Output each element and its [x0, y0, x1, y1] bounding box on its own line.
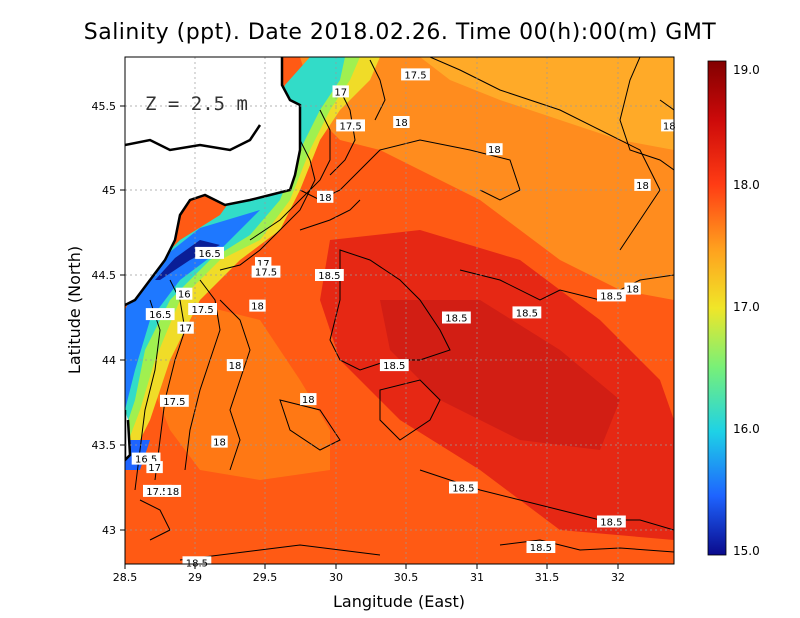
contour-label-box	[336, 119, 365, 132]
contour-label-box	[300, 393, 317, 406]
contour-label-box	[226, 359, 244, 372]
contour-label-box	[177, 321, 194, 334]
contour-label: 18	[319, 193, 332, 204]
contour-label-box	[249, 299, 266, 312]
colorbar-tick: 16.0	[733, 422, 760, 436]
colorbar-tick: 17.0	[733, 300, 760, 314]
contour-label-box	[624, 282, 641, 295]
contour-label-box	[332, 85, 349, 98]
contour-label: 18.5	[600, 518, 622, 529]
contour-label-box	[195, 246, 224, 259]
contour-label: 16.5	[198, 249, 220, 260]
contour-label-box	[176, 287, 193, 300]
contour-label-box	[145, 308, 175, 321]
depth-label: Z = 2.5 m	[145, 93, 248, 115]
colorbar-tick: 18.0	[733, 178, 760, 192]
contour-label-box	[401, 68, 430, 81]
contour-label-box	[251, 265, 281, 278]
y-axis-label: Latitude (North)	[65, 246, 84, 374]
x-tick-label: 30.5	[394, 571, 419, 584]
contour-label: 17.5	[163, 397, 185, 408]
contour-label: 17	[257, 259, 270, 270]
y-tick-label: 45.5	[92, 100, 117, 113]
contour-label-box	[442, 311, 471, 324]
x-tick-label: 29	[188, 571, 202, 584]
y-tick-label: 44	[102, 354, 116, 367]
colorbar-tick: 15.0	[733, 544, 760, 558]
colorbar-tick: 19.0	[733, 63, 760, 77]
contour-label: 17.5	[191, 305, 213, 316]
y-tick-label: 43	[102, 524, 116, 537]
x-tick-label: 30	[329, 571, 343, 584]
contour-label-box	[597, 515, 626, 528]
x-tick-label: 29.5	[253, 571, 278, 584]
contour-label-box	[526, 541, 556, 553]
x-tick-label: 28.5	[113, 571, 138, 584]
colorbar: 15.0 16.0 17.0 18.0 19.0	[707, 60, 760, 558]
contour-label: 18	[636, 181, 649, 192]
contour-label: 18.5	[452, 484, 474, 495]
contour-label: 17	[334, 87, 347, 98]
contour-label: 17	[148, 463, 161, 474]
contour-label: 18.5	[445, 314, 467, 325]
plot-frame	[124, 56, 675, 565]
x-tick-label: 31	[470, 571, 484, 584]
contour-label: 18	[229, 361, 242, 372]
contour-label-box	[393, 116, 410, 128]
x-tick-label: 31.5	[535, 571, 560, 584]
contour-label-box	[164, 484, 182, 497]
contour-label-box	[379, 359, 409, 372]
contour-label: 18	[302, 395, 315, 406]
contour-label: 17	[179, 324, 192, 335]
plot-title: Salinity (ppt). Date 2018.02.26. Time 00…	[83, 20, 717, 45]
x-axis: 28.5 29 29.5 30 30.5 31 31.5 32 Langitud…	[113, 564, 625, 611]
contour-label-box	[449, 481, 478, 494]
contour-label: 16.5	[149, 310, 171, 321]
y-axis: 43 43.5 44 44.5 45 45.5 Latitude (North)	[65, 100, 125, 537]
contour-label: 18	[167, 487, 180, 498]
contour-label: 18	[213, 438, 226, 449]
contour-label: 17.5	[255, 268, 277, 279]
contour-label: 18.5	[530, 543, 552, 554]
contour-label: 18	[663, 121, 676, 132]
x-tick-label: 32	[611, 571, 625, 584]
contour-label: 18	[488, 145, 501, 156]
y-tick-label: 45	[102, 184, 116, 197]
contour-label: 18	[251, 302, 264, 313]
y-tick-label: 44.5	[92, 269, 117, 282]
contour-label-box	[315, 269, 344, 281]
contour-label-box	[146, 461, 163, 474]
salinity-field	[125, 57, 674, 564]
contour-label-box	[188, 303, 217, 315]
contour-label-box	[597, 289, 626, 302]
contour-label: 18	[395, 118, 408, 129]
x-axis-label: Langitude (East)	[333, 592, 465, 611]
contour-label-box	[143, 484, 172, 497]
contour-label-box	[634, 178, 651, 191]
contour-label: 16	[178, 290, 191, 301]
contour-label: 18.5	[318, 271, 340, 282]
contour-label: 18	[626, 285, 639, 296]
colorbar-gradient	[707, 60, 727, 556]
contour-label: 17.5	[404, 70, 426, 81]
contour-label-box	[512, 306, 542, 319]
contour-label-box	[182, 556, 212, 569]
contour-label: 16.5	[135, 455, 157, 466]
contour-label: 17.5	[339, 121, 361, 132]
contour-label-box	[317, 190, 334, 203]
contour-label-box	[211, 435, 228, 448]
contour-label: 18.5	[600, 291, 622, 302]
contour-label: 17.5	[146, 487, 168, 498]
contour-label: 18.5	[383, 361, 405, 372]
contour-label-box	[160, 394, 189, 407]
contour-label-box	[486, 143, 503, 156]
coastline	[125, 57, 302, 462]
y-tick-label: 43.5	[92, 439, 117, 452]
contour-label-box	[661, 119, 678, 132]
contour-label: 18.5	[516, 308, 538, 319]
